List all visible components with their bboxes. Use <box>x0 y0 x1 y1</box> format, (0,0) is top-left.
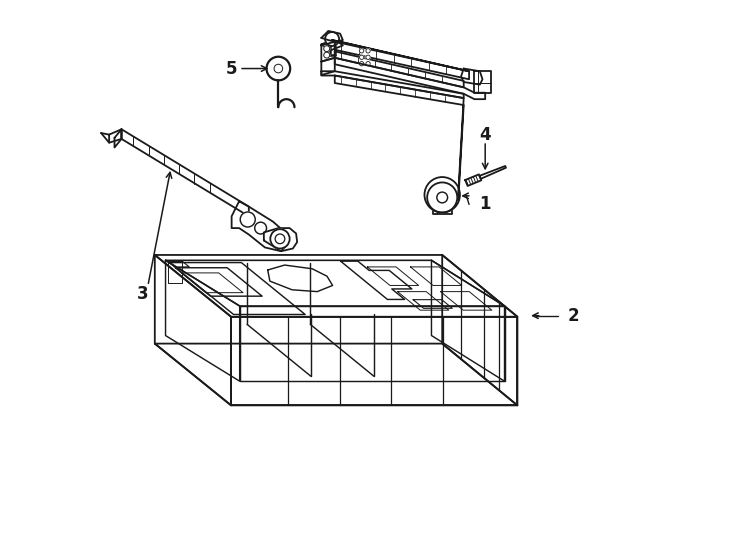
Polygon shape <box>461 69 482 85</box>
Circle shape <box>324 52 330 58</box>
Circle shape <box>424 177 460 213</box>
Polygon shape <box>168 261 182 283</box>
Circle shape <box>366 55 370 59</box>
Polygon shape <box>166 260 504 306</box>
Polygon shape <box>175 268 262 296</box>
Polygon shape <box>432 260 504 381</box>
Circle shape <box>360 55 364 59</box>
Circle shape <box>275 234 285 244</box>
Polygon shape <box>479 166 506 179</box>
Polygon shape <box>321 71 464 98</box>
Circle shape <box>325 32 339 46</box>
Polygon shape <box>335 58 485 99</box>
Circle shape <box>274 64 283 73</box>
Circle shape <box>366 62 370 66</box>
Polygon shape <box>115 129 122 147</box>
Polygon shape <box>398 292 448 310</box>
Text: 1: 1 <box>479 195 491 213</box>
Polygon shape <box>432 203 452 214</box>
Polygon shape <box>122 129 249 217</box>
Polygon shape <box>168 261 189 267</box>
Polygon shape <box>268 265 333 292</box>
Polygon shape <box>332 40 469 71</box>
Polygon shape <box>321 58 335 75</box>
Polygon shape <box>465 174 482 186</box>
Polygon shape <box>155 343 517 406</box>
Polygon shape <box>155 255 517 317</box>
Polygon shape <box>166 260 240 381</box>
Polygon shape <box>240 306 504 381</box>
Polygon shape <box>321 31 343 42</box>
Polygon shape <box>232 201 288 251</box>
Circle shape <box>360 49 364 53</box>
Polygon shape <box>413 300 452 308</box>
Circle shape <box>255 222 266 234</box>
Text: 3: 3 <box>137 285 148 303</box>
Text: 5: 5 <box>226 59 237 78</box>
Polygon shape <box>427 192 457 203</box>
Circle shape <box>437 192 448 203</box>
Polygon shape <box>109 129 122 143</box>
Circle shape <box>366 49 370 53</box>
Polygon shape <box>367 267 418 286</box>
Polygon shape <box>474 71 490 93</box>
Polygon shape <box>321 42 335 62</box>
Polygon shape <box>155 255 231 406</box>
Polygon shape <box>181 273 243 293</box>
Circle shape <box>324 46 330 52</box>
Circle shape <box>240 212 255 227</box>
Polygon shape <box>410 267 462 286</box>
Polygon shape <box>440 292 492 310</box>
Circle shape <box>360 62 364 66</box>
Circle shape <box>266 57 290 80</box>
Text: 4: 4 <box>479 126 491 144</box>
Circle shape <box>427 183 457 213</box>
Polygon shape <box>442 255 517 406</box>
Polygon shape <box>264 228 297 251</box>
Circle shape <box>270 229 290 248</box>
Polygon shape <box>231 317 517 406</box>
Text: 2: 2 <box>568 307 580 325</box>
Polygon shape <box>335 51 464 87</box>
Polygon shape <box>321 39 343 51</box>
Polygon shape <box>335 42 469 79</box>
Polygon shape <box>335 76 464 200</box>
